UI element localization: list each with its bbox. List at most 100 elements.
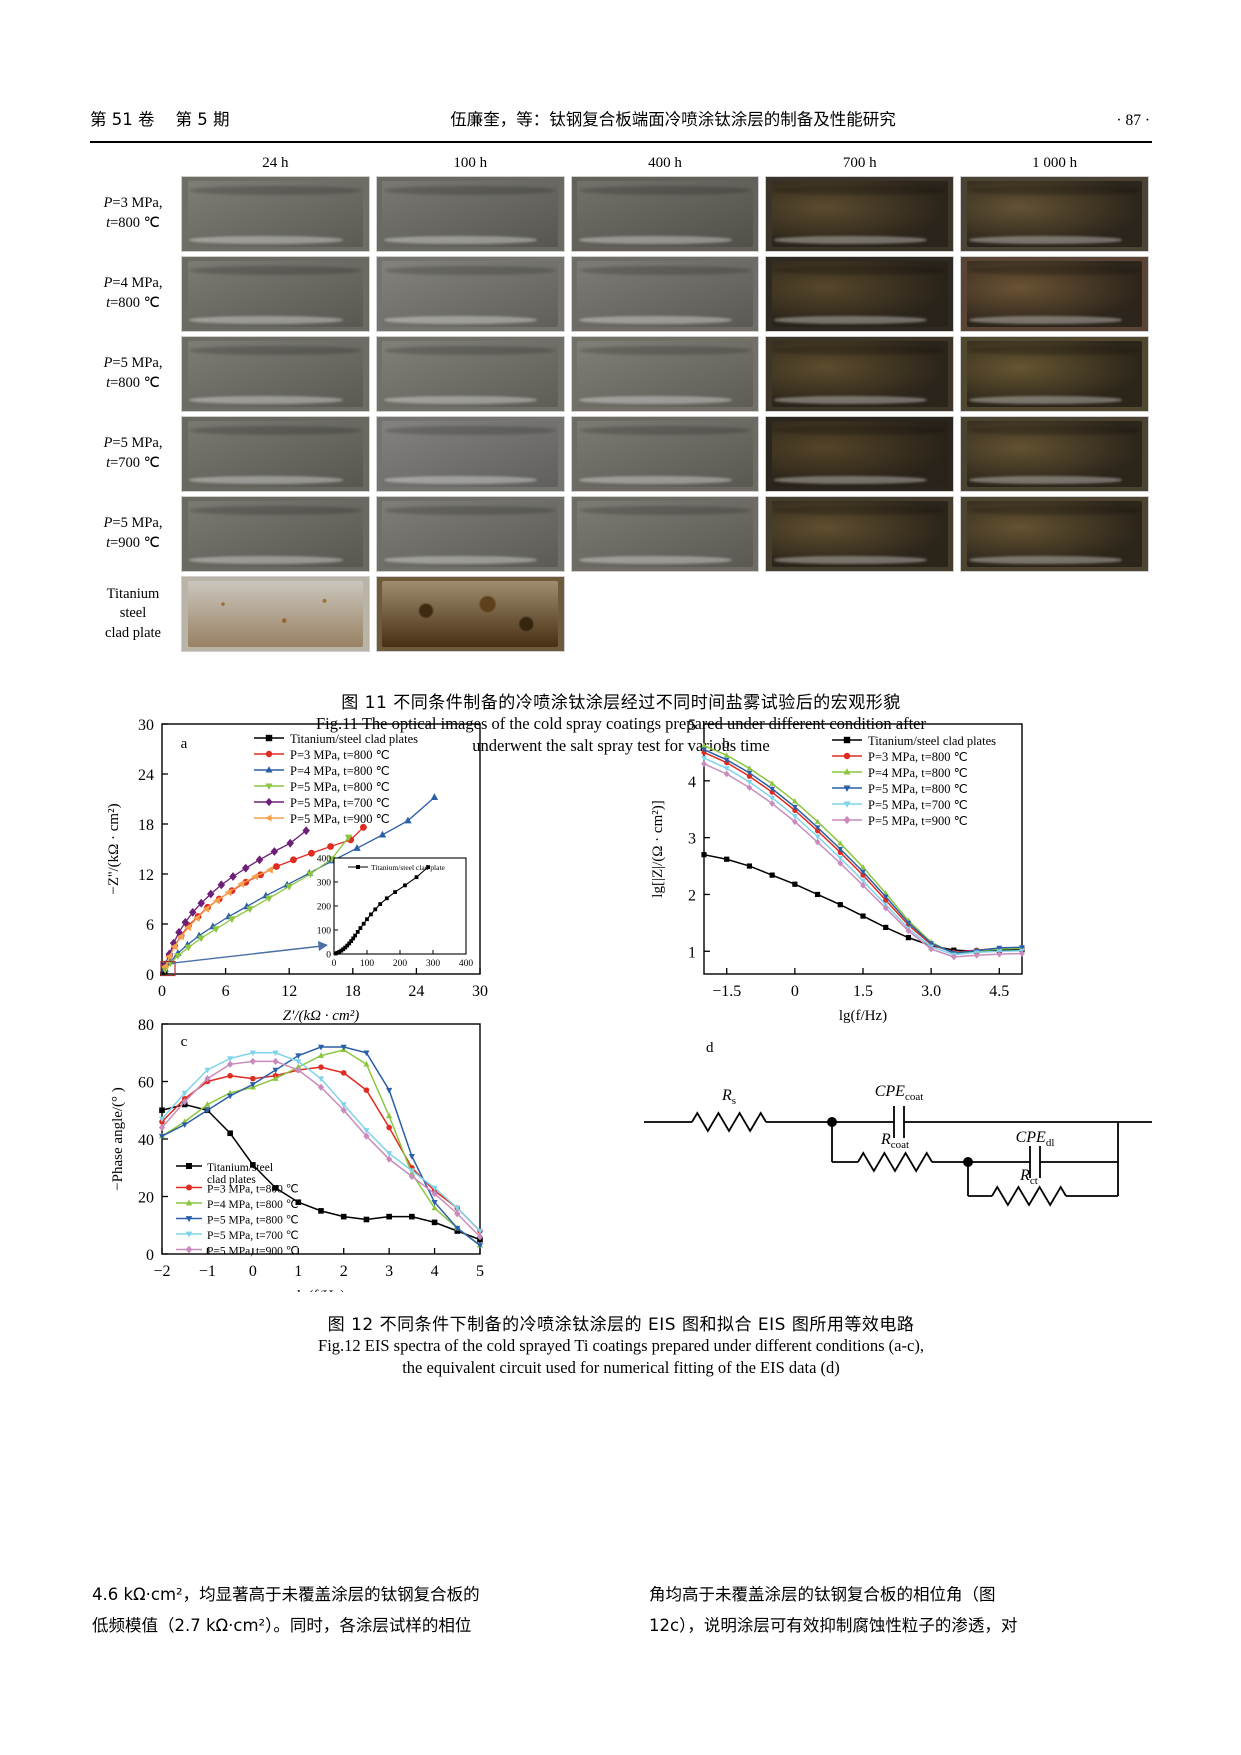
legend-label: P=3 MPa, t=800 ℃ xyxy=(207,1184,299,1196)
sample-photo xyxy=(375,416,565,492)
legend-label: P=5 MPa, t=800 ℃ xyxy=(207,1215,299,1227)
data-point-marker xyxy=(476,1243,484,1249)
figure-11-cell xyxy=(178,576,373,652)
data-point-marker xyxy=(404,816,412,824)
plot-frame xyxy=(161,723,481,975)
x-tick-label: 3 xyxy=(385,1263,393,1280)
y-axis-label: −Phase angle/(° ) xyxy=(110,1087,126,1191)
photo-specular xyxy=(968,396,1122,404)
data-point-marker xyxy=(769,780,776,786)
legend-label: Titanium/steel clad plates xyxy=(290,732,418,746)
y-tick-label: 3 xyxy=(688,831,696,848)
sample-photo xyxy=(765,496,955,572)
data-point-marker xyxy=(791,804,798,811)
data-point-marker xyxy=(181,1122,188,1128)
data-point-marker xyxy=(360,823,367,831)
photo-surface xyxy=(187,261,364,327)
figure-11-cell xyxy=(762,176,957,252)
data-point-marker xyxy=(353,844,361,851)
data-point-marker xyxy=(227,1060,234,1068)
figure-11-cell xyxy=(957,416,1152,492)
data-point-marker xyxy=(814,818,821,824)
data-point-marker xyxy=(339,948,344,953)
figure-11-cell xyxy=(957,576,1152,652)
data-point-marker xyxy=(265,766,273,773)
y-tick-label: 2 xyxy=(688,887,696,904)
photo-edge-band xyxy=(384,265,557,275)
legend-label: P=5 MPa, t=800 ℃ xyxy=(290,780,390,794)
figure-11-cell xyxy=(568,416,763,492)
sample-photo xyxy=(375,336,565,412)
data-point-marker xyxy=(431,1219,438,1226)
data-point-marker xyxy=(1019,950,1025,957)
data-point-marker xyxy=(347,941,352,946)
data-point-marker xyxy=(273,863,280,870)
data-point-marker xyxy=(950,953,957,961)
inset-y-tick-label: 200 xyxy=(317,903,332,913)
photo-edge-band xyxy=(773,265,946,275)
data-point-marker xyxy=(158,1133,166,1140)
photo-specular xyxy=(189,476,343,484)
photo-specular xyxy=(773,476,928,484)
data-point-marker xyxy=(361,921,366,926)
data-point-marker xyxy=(250,1162,256,1168)
data-point-marker xyxy=(207,889,215,899)
data-point-marker xyxy=(224,888,232,897)
figure-11-rows: P=3 MPa, t=800 ℃ P=4 MPa, t=800 ℃ P=5 MPa, t=… xyxy=(92,176,1152,652)
data-point-marker xyxy=(363,1216,370,1223)
figure-11-cell xyxy=(957,336,1152,412)
photo-specular xyxy=(773,396,928,404)
data-point-marker xyxy=(270,847,279,856)
y-tick-label: 18 xyxy=(138,817,154,834)
data-point-marker xyxy=(349,939,354,943)
legend-label: P=3 MPa, t=800 ℃ xyxy=(868,750,968,764)
data-point-marker xyxy=(340,1102,347,1108)
photo-specular xyxy=(968,236,1122,244)
data-point-marker xyxy=(204,1074,211,1083)
data-point-marker xyxy=(414,875,419,880)
data-point-marker xyxy=(265,734,273,742)
data-point-marker xyxy=(158,1123,166,1132)
legend-label: P=4 MPa, t=800 ℃ xyxy=(868,766,968,780)
inset-x-tick-label: 400 xyxy=(459,959,474,969)
figure-11-cell xyxy=(957,176,1152,252)
figure-11-caption-en-2: underwent the salt spray test for variou… xyxy=(472,736,770,756)
data-point-marker xyxy=(928,945,935,953)
inset-y-tick-label: 300 xyxy=(317,879,332,889)
data-point-marker xyxy=(769,872,775,878)
data-point-marker xyxy=(973,951,980,959)
y-tick-label: 20 xyxy=(138,1190,154,1207)
data-point-marker xyxy=(353,933,358,938)
volume-issue: 第 51 卷 第 5 期 xyxy=(90,110,230,129)
data-point-marker xyxy=(302,826,310,836)
photo-specular xyxy=(773,556,928,564)
col-header-4: 1 000 h xyxy=(1032,155,1078,171)
chart-panel-b: −1.5 0 1.5 3.0 4.5 1 2 3 4 5 lg(f/Hz) lg[|Z|/(Ω · c… xyxy=(650,717,1025,1024)
photo-edge-band xyxy=(968,505,1141,515)
figure-11-cell xyxy=(762,336,957,412)
legend-label: clad plates xyxy=(207,1174,256,1186)
photo-edge-band xyxy=(384,425,557,435)
x-tick-label: −2 xyxy=(153,1263,170,1280)
data-point-marker xyxy=(430,793,439,801)
data-point-marker xyxy=(285,883,293,891)
legend-label: P=5 MPa, t=900 ℃ xyxy=(207,1246,299,1258)
chart-panel-c: −2 −1 0 1 2 3 4 5 0 20 40 60 80 lg(f/Hz) −Phase angle/… xyxy=(110,1017,484,1304)
photo-edge-band xyxy=(384,345,557,355)
data-point-marker xyxy=(843,752,851,760)
photo-edge-band xyxy=(579,265,751,275)
data-point-marker xyxy=(791,813,798,820)
data-point-marker xyxy=(255,855,264,865)
rct-resistor xyxy=(991,1185,1067,1207)
data-point-marker xyxy=(340,1213,347,1220)
data-point-marker xyxy=(814,825,821,831)
sample-photo xyxy=(765,176,955,252)
data-point-marker xyxy=(883,924,889,931)
sample-photo xyxy=(181,256,370,332)
data-point-marker xyxy=(295,1199,302,1206)
photo-surface xyxy=(577,341,753,407)
data-point-marker xyxy=(814,834,821,840)
photo-surface xyxy=(187,501,364,567)
photo-edge-band xyxy=(579,505,751,515)
inset-frame xyxy=(333,857,467,955)
